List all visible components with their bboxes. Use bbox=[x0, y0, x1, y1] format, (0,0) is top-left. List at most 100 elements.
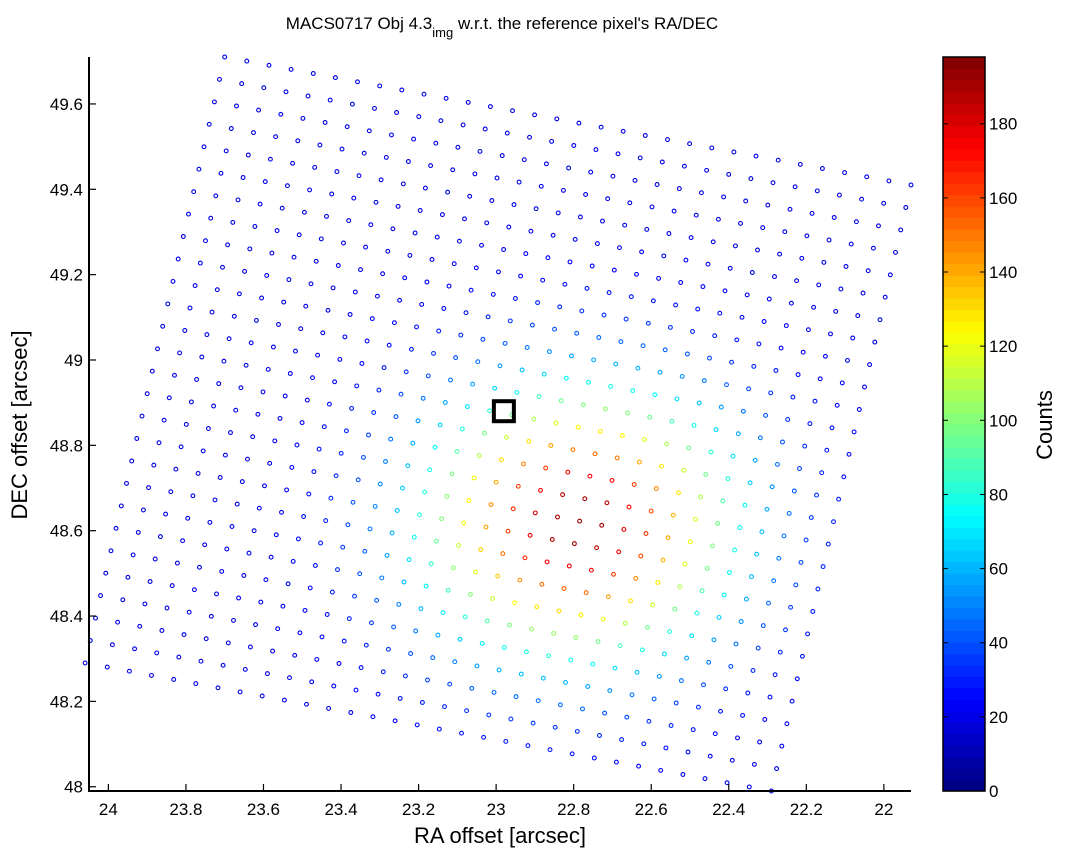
data-point bbox=[735, 431, 741, 437]
data-point bbox=[473, 265, 479, 271]
data-point bbox=[810, 609, 816, 614]
data-point bbox=[298, 326, 304, 332]
data-point bbox=[787, 206, 793, 212]
data-point bbox=[402, 673, 408, 679]
data-point bbox=[583, 590, 589, 596]
data-point bbox=[435, 632, 441, 638]
data-point bbox=[571, 143, 577, 148]
data-point bbox=[671, 208, 677, 214]
data-point bbox=[414, 722, 420, 728]
data-point bbox=[433, 538, 439, 544]
data-point bbox=[345, 522, 351, 528]
data-point bbox=[313, 258, 319, 264]
data-point bbox=[814, 188, 820, 194]
colorbar-segment bbox=[943, 355, 985, 368]
data-point bbox=[323, 518, 329, 524]
data-point bbox=[862, 384, 867, 390]
data-point bbox=[593, 147, 599, 153]
data-point bbox=[540, 277, 546, 283]
data-point bbox=[676, 490, 681, 496]
data-point bbox=[168, 489, 174, 495]
colorbar-segment bbox=[943, 389, 985, 402]
data-point bbox=[424, 279, 430, 285]
data-point bbox=[380, 271, 386, 277]
data-point bbox=[864, 174, 870, 180]
data-point bbox=[552, 724, 558, 730]
x-tick-label: 23.2 bbox=[402, 800, 435, 819]
data-point bbox=[461, 520, 467, 526]
data-point bbox=[553, 420, 559, 426]
data-point bbox=[242, 268, 248, 274]
colorbar-segment bbox=[943, 183, 985, 196]
data-point bbox=[774, 461, 780, 467]
data-point bbox=[373, 199, 379, 205]
data-point bbox=[374, 597, 380, 603]
data-point bbox=[245, 152, 251, 158]
data-point bbox=[484, 220, 490, 226]
data-point bbox=[378, 177, 384, 183]
data-point bbox=[538, 183, 544, 189]
data-point bbox=[724, 382, 729, 388]
data-point bbox=[320, 330, 326, 336]
data-point bbox=[798, 559, 804, 565]
data-point bbox=[273, 532, 279, 538]
data-point bbox=[785, 417, 791, 422]
data-point bbox=[442, 400, 448, 405]
data-point bbox=[366, 128, 372, 134]
data-point bbox=[612, 665, 618, 671]
data-point bbox=[841, 474, 847, 480]
data-point bbox=[481, 430, 487, 436]
data-point bbox=[259, 295, 265, 301]
data-point bbox=[808, 515, 814, 520]
data-point bbox=[694, 610, 700, 616]
data-point bbox=[602, 406, 608, 412]
data-point bbox=[407, 252, 413, 258]
data-point bbox=[343, 428, 349, 434]
data-point bbox=[624, 714, 630, 720]
data-point bbox=[908, 182, 914, 188]
data-point bbox=[814, 492, 819, 498]
colorbar-segment bbox=[943, 160, 985, 173]
data-point bbox=[384, 552, 390, 558]
data-point bbox=[288, 66, 294, 72]
data-point bbox=[517, 577, 523, 583]
data-point bbox=[273, 134, 279, 140]
data-point bbox=[316, 446, 322, 452]
data-point bbox=[170, 278, 176, 284]
data-point bbox=[740, 408, 746, 414]
data-point bbox=[180, 234, 186, 239]
data-point bbox=[687, 539, 693, 545]
data-point bbox=[325, 307, 331, 313]
data-point bbox=[156, 440, 162, 446]
data-point bbox=[554, 116, 560, 122]
data-point bbox=[213, 193, 219, 199]
data-point bbox=[491, 689, 497, 695]
data-point bbox=[182, 328, 188, 333]
data-point bbox=[769, 484, 775, 490]
data-point bbox=[346, 218, 352, 224]
data-point bbox=[661, 651, 667, 657]
data-point bbox=[185, 515, 191, 521]
data-point bbox=[368, 222, 374, 228]
data-point bbox=[281, 299, 287, 305]
data-point bbox=[234, 501, 240, 507]
data-point bbox=[192, 283, 198, 289]
data-point bbox=[720, 498, 726, 504]
data-point bbox=[195, 470, 201, 476]
colorbar-segment bbox=[943, 286, 985, 299]
data-point bbox=[723, 686, 729, 692]
colorbar-segment bbox=[943, 664, 985, 677]
data-point bbox=[684, 351, 690, 357]
data-point bbox=[218, 170, 224, 176]
data-point bbox=[740, 712, 746, 718]
data-point bbox=[437, 422, 443, 428]
data-point bbox=[535, 300, 541, 306]
data-point bbox=[436, 328, 442, 334]
data-point bbox=[794, 278, 800, 284]
data-point bbox=[399, 87, 405, 93]
data-point bbox=[783, 323, 789, 329]
data-point bbox=[602, 710, 608, 716]
data-point bbox=[501, 645, 507, 650]
data-point bbox=[380, 669, 386, 675]
data-point bbox=[468, 287, 474, 293]
